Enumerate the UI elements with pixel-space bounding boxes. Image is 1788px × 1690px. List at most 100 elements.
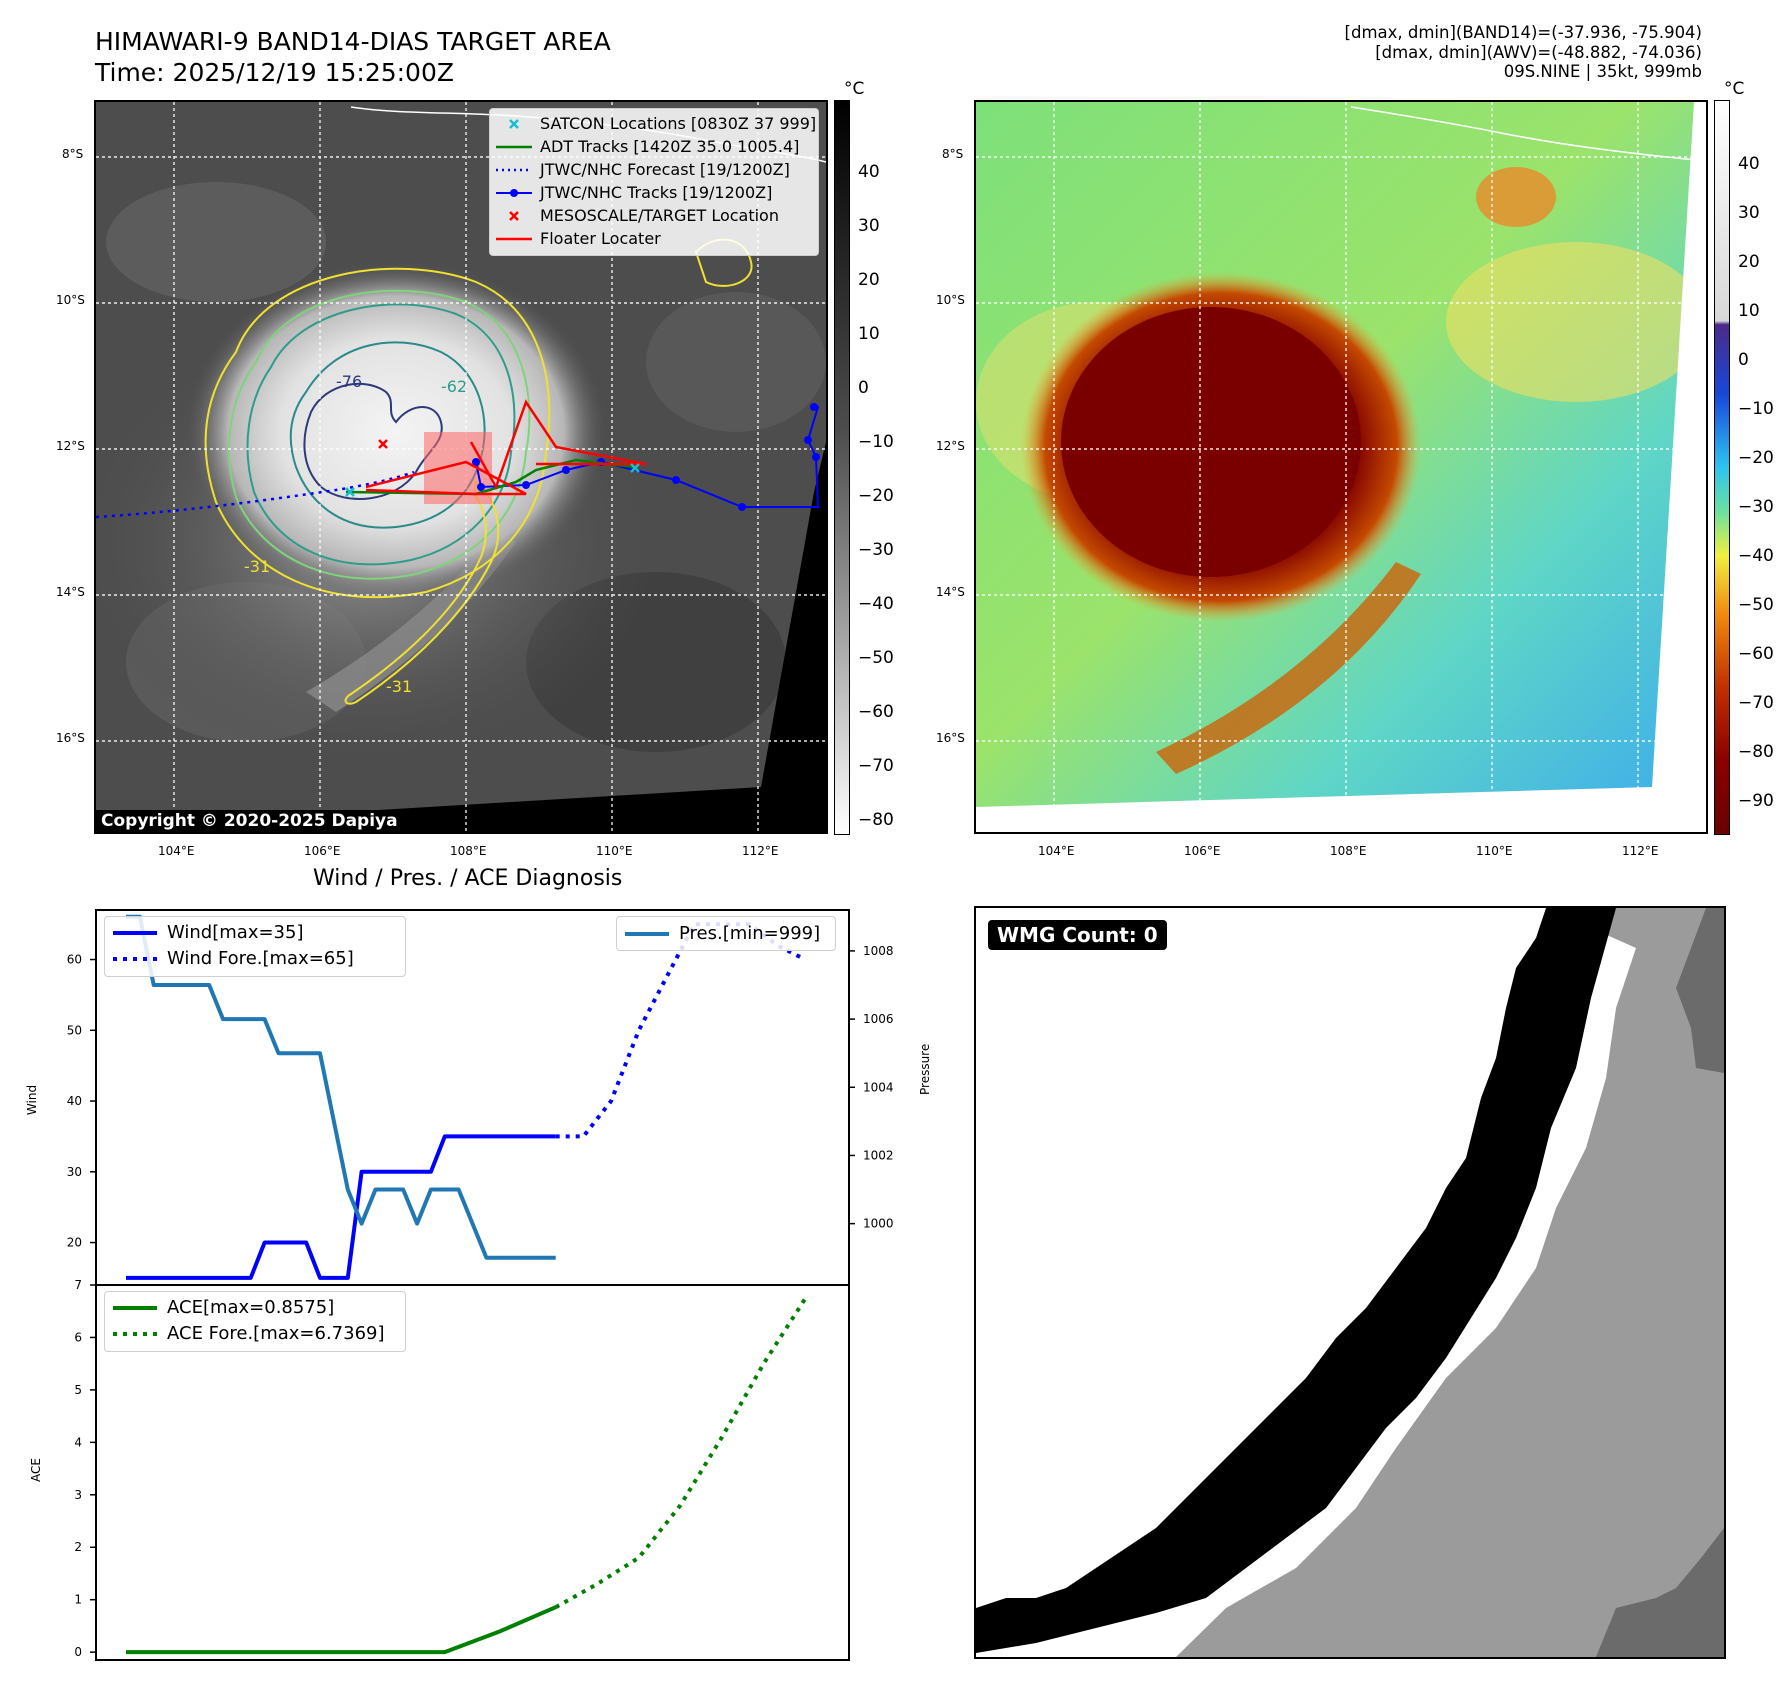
ir-map-panel: -76 -62 -31 -31 <box>94 100 828 834</box>
wmg-panel: WMG Count: 0 <box>974 906 1726 1659</box>
colorbar-tick: 0 <box>858 378 869 398</box>
colorbar-tick: −70 <box>858 756 894 776</box>
contour-label: -62 <box>441 377 467 396</box>
legend-item: JTWC/NHC Tracks [19/1200Z] <box>490 182 818 204</box>
colorbar-tick: −60 <box>858 702 894 722</box>
y-tick-label: 3 <box>74 1488 82 1502</box>
lon-label: 104°E <box>1038 844 1075 858</box>
y-tick-label: 30 <box>67 1165 82 1179</box>
y-tick-label: 5 <box>74 1383 82 1397</box>
colorbar-tick: −40 <box>858 594 894 614</box>
y2-tick-label: 1004 <box>863 1080 894 1094</box>
ir-colorbar-unit: °C <box>844 79 865 99</box>
ir-colorbar <box>834 100 850 835</box>
lat-label: 10°S <box>56 293 85 307</box>
y2-tick-label: 1002 <box>863 1148 894 1162</box>
colorbar-tick: −80 <box>858 810 894 830</box>
series-line <box>126 1605 557 1655</box>
legend-item: SATCON Locations [0830Z 37 999] <box>490 113 818 135</box>
colorbar-tick: −20 <box>858 486 894 506</box>
lon-label: 108°E <box>1330 844 1367 858</box>
info-band14-range: [dmax, dmin](BAND14)=(-37.936, -75.904) <box>1344 23 1702 42</box>
y2-tick-label: 1008 <box>863 944 894 958</box>
lon-label: 110°E <box>596 844 633 858</box>
awv-map-image <box>976 102 1706 832</box>
colorbar-tick: −10 <box>858 432 894 452</box>
lat-label: 8°S <box>942 147 964 161</box>
lon-label: 112°E <box>742 844 779 858</box>
lat-label: 8°S <box>62 147 84 161</box>
lon-label: 110°E <box>1476 844 1513 858</box>
lat-label: 14°S <box>936 585 965 599</box>
colorbar-tick: 30 <box>1738 203 1760 223</box>
diagnosis-title: Wind / Pres. / ACE Diagnosis <box>313 866 623 891</box>
colorbar-tick: −20 <box>1738 448 1774 468</box>
y-tick-label: 4 <box>74 1435 82 1449</box>
ace-legend: ACE[max=0.8575] ACE Fore.[max=6.7369] <box>104 1291 406 1352</box>
colorbar-tick: −10 <box>1738 399 1774 419</box>
legend-item: ADT Tracks [1420Z 35.0 1005.4] <box>496 137 800 156</box>
lon-label: 108°E <box>450 844 487 858</box>
info-storm-summary: 09S.NINE | 35kt, 999mb <box>1503 62 1702 81</box>
ir-legend: SATCON Locations [0830Z 37 999] ADT Trac… <box>489 108 819 256</box>
series-line <box>126 914 556 1260</box>
colorbar-tick: −90 <box>1738 791 1774 811</box>
lat-label: 16°S <box>936 731 965 745</box>
awv-colorbar <box>1714 100 1730 835</box>
lon-label: 112°E <box>1622 844 1659 858</box>
y-tick-label: 40 <box>67 1094 82 1108</box>
colorbar-tick: −60 <box>1738 644 1774 664</box>
contour-label: -76 <box>336 372 362 391</box>
colorbar-tick: 40 <box>858 162 880 182</box>
legend-item: Floater Locater <box>496 229 661 248</box>
colorbar-tick: 0 <box>1738 350 1749 370</box>
wmg-image <box>976 908 1724 1657</box>
ace-y-label: ACE <box>29 1458 43 1482</box>
colorbar-tick: −80 <box>1738 742 1774 762</box>
lat-label: 14°S <box>56 585 85 599</box>
legend-item: MESOSCALE/TARGET Location <box>490 205 818 227</box>
y-tick-label: 60 <box>67 953 82 967</box>
figure-title: HIMAWARI-9 BAND14-DIAS TARGET AREA <box>95 27 611 56</box>
colorbar-tick: 20 <box>1738 252 1760 272</box>
lat-label: 10°S <box>936 293 965 307</box>
colorbar-tick: −50 <box>1738 595 1774 615</box>
copyright-label: Copyright © 2020-2025 Dapiya <box>96 810 403 832</box>
lon-label: 106°E <box>1184 844 1221 858</box>
y2-tick-label: 1000 <box>863 1217 894 1231</box>
colorbar-tick: 40 <box>1738 154 1760 174</box>
lat-label: 12°S <box>936 439 965 453</box>
legend-item: Pres.[min=999] <box>625 923 821 944</box>
colorbar-tick: 10 <box>1738 301 1760 321</box>
lat-label: 16°S <box>56 731 85 745</box>
y-tick-label: 1 <box>74 1593 82 1607</box>
info-awv-range: [dmax, dmin](AWV)=(-48.882, -74.036) <box>1375 42 1702 62</box>
colorbar-tick: −50 <box>858 648 894 668</box>
awv-map-panel <box>974 100 1708 834</box>
colorbar-tick: 30 <box>858 216 880 236</box>
lon-label: 106°E <box>304 844 341 858</box>
legend-item: JTWC/NHC Forecast [19/1200Z] <box>496 160 790 179</box>
y2-tick-label: 1006 <box>863 1012 894 1026</box>
colorbar-tick: −30 <box>858 540 894 560</box>
lat-label: 12°S <box>56 439 85 453</box>
colorbar-tick: 10 <box>858 324 880 344</box>
legend-item: ACE Fore.[max=6.7369] <box>113 1323 385 1344</box>
y-tick-label: 6 <box>74 1330 82 1344</box>
legend-item: Wind Fore.[max=65] <box>113 948 354 969</box>
ir-colorbar-ticks: 40 30 20 10 0 −10 −20 −30 −40 −50 −60 −7… <box>858 145 894 847</box>
figure-time: Time: 2025/12/19 15:25:00Z <box>95 58 454 87</box>
y-tick-label: 50 <box>67 1023 82 1037</box>
legend-item: ACE[max=0.8575] <box>113 1297 335 1318</box>
wmg-count-label: WMG Count: 0 <box>988 920 1167 950</box>
series-line <box>554 1297 807 1609</box>
series-line <box>126 1134 556 1280</box>
y-tick-label: 20 <box>67 1236 82 1250</box>
info-block: [dmax, dmin](BAND14)=(-37.936, -75.904) … <box>1102 23 1702 82</box>
y-tick-label: 7 <box>74 1278 82 1292</box>
colorbar-tick: −70 <box>1738 693 1774 713</box>
legend-item: Wind[max=35] <box>113 922 304 943</box>
wind-y-label: Wind <box>25 1085 39 1115</box>
awv-colorbar-ticks: 40 30 20 10 0 −10 −20 −30 −40 −50 −60 −7… <box>1738 140 1774 826</box>
y-tick-label: 0 <box>74 1645 82 1659</box>
